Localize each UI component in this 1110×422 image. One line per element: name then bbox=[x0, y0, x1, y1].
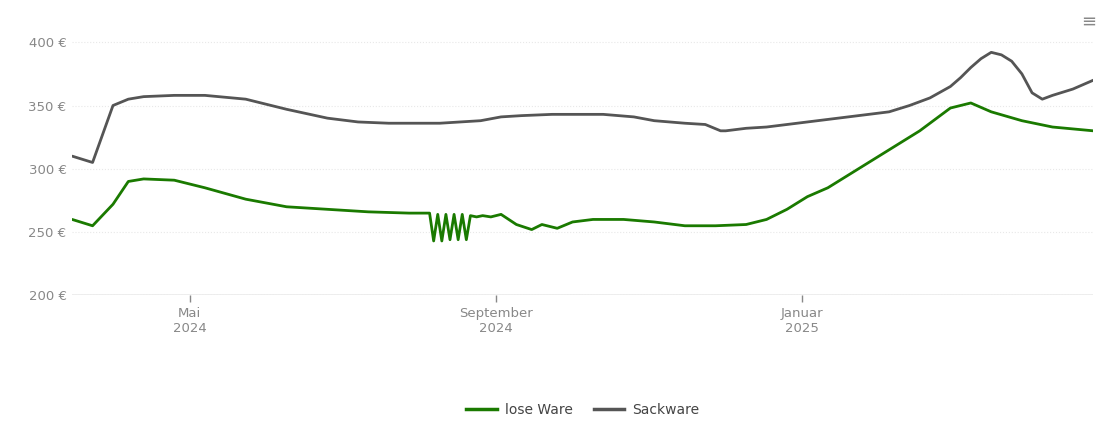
Text: ≡: ≡ bbox=[1081, 13, 1097, 31]
Legend: lose Ware, Sackware: lose Ware, Sackware bbox=[461, 397, 705, 422]
